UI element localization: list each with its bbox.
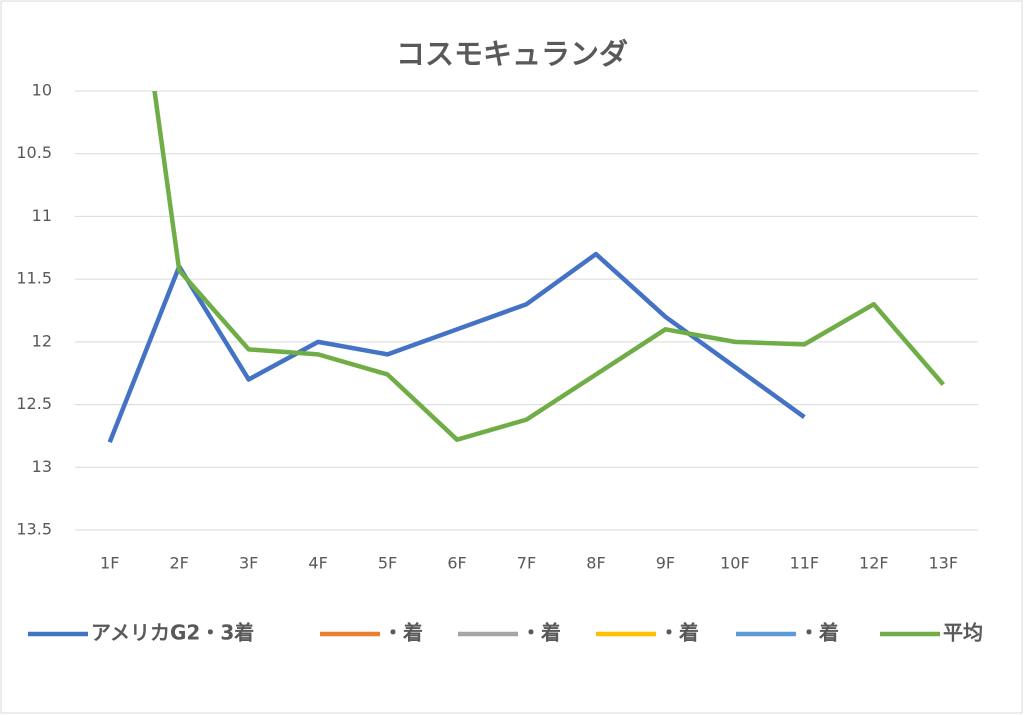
y-tick-label: 12.5	[16, 394, 52, 413]
x-tick-label: 2F	[169, 554, 188, 573]
y-tick-label: 11.5	[16, 269, 52, 288]
x-tick-label: 12F	[859, 554, 889, 573]
x-tick-label: 11F	[790, 554, 820, 573]
y-tick-label: 10.5	[16, 143, 52, 162]
x-tick-label: 7F	[517, 554, 536, 573]
x-tick-label: 1F	[100, 554, 119, 573]
y-tick-label: 11	[32, 206, 52, 225]
series-line	[152, 91, 945, 442]
x-tick-label: 3F	[239, 554, 258, 573]
y-tick-label: 13.5	[16, 520, 52, 539]
x-tick-label: 8F	[586, 554, 605, 573]
legend-label: ・着	[521, 621, 561, 645]
y-tick-label: 13	[32, 457, 52, 476]
x-tick-label: 6F	[447, 554, 466, 573]
x-tick-label: 4F	[308, 554, 327, 573]
legend-label: ・着	[383, 621, 423, 645]
chart-title: コスモキュランダ	[396, 37, 628, 71]
x-tick-label: 5F	[378, 554, 397, 573]
x-tick-label: 13F	[928, 554, 958, 573]
x-tick-label: 10F	[720, 554, 750, 573]
legend-label: ・着	[659, 621, 699, 645]
legend-label: アメリカG2・3着	[91, 621, 254, 645]
legend-label: ・着	[799, 621, 839, 645]
y-tick-label: 12	[32, 331, 52, 350]
x-tick-label: 9F	[656, 554, 675, 573]
legend-label: 平均	[943, 621, 983, 645]
y-tick-label: 10	[32, 81, 52, 100]
